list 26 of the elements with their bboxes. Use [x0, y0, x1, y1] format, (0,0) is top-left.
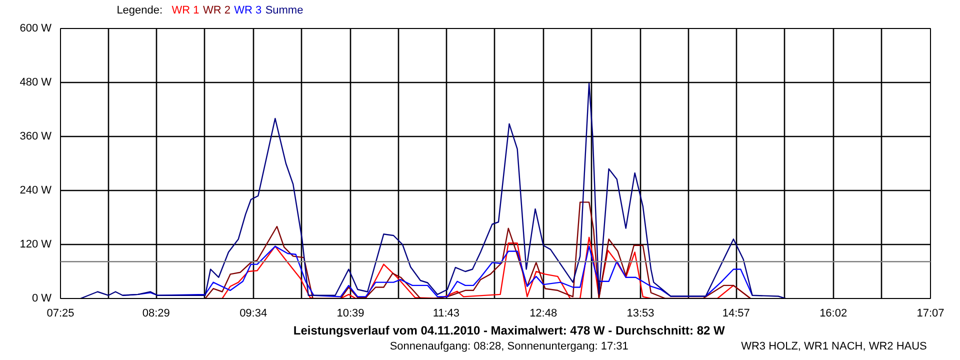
text: Leistungsverlauf vom 04.11.2010 - Maximalwert: 478 W - Durchschnitt: 82 W: [293, 324, 726, 338]
y-tick-label: 120 W: [20, 238, 52, 250]
text: WR 2: [202, 4, 230, 16]
text: WR 3: [234, 4, 262, 16]
text: Summe: [265, 4, 304, 16]
text: WR 1: [172, 4, 200, 16]
text: Sonnenaufgang: 08:28, Sonnenuntergang: 17:31: [390, 340, 628, 352]
y-tick-label: 240 W: [20, 184, 52, 196]
text: WR3 HOLZ, WR1 NACH, WR2 HAUS: [741, 340, 927, 352]
y-tick-label: 360 W: [20, 130, 52, 142]
x-tick-label: 16:02: [820, 308, 848, 320]
y-tick-label: 600 W: [20, 22, 52, 34]
y-tick-label: 480 W: [20, 76, 52, 88]
y-tick-label: 0 W: [32, 292, 52, 304]
x-tick-label: 11:43: [432, 308, 460, 320]
x-tick-label: 09:34: [240, 308, 268, 320]
x-tick-label: 17:07: [916, 308, 944, 320]
x-tick-label: 07:25: [46, 308, 74, 320]
line-series: [80, 82, 786, 298]
x-tick-label: 10:39: [336, 308, 364, 320]
x-tick-label: 13:53: [626, 308, 654, 320]
line-series: [204, 202, 752, 298]
x-tick-label: 14:57: [722, 308, 750, 320]
x-tick-label: 08:29: [142, 308, 170, 320]
x-tick-label: 12:48: [530, 308, 558, 320]
legend-title: Legende:: [116, 4, 163, 16]
